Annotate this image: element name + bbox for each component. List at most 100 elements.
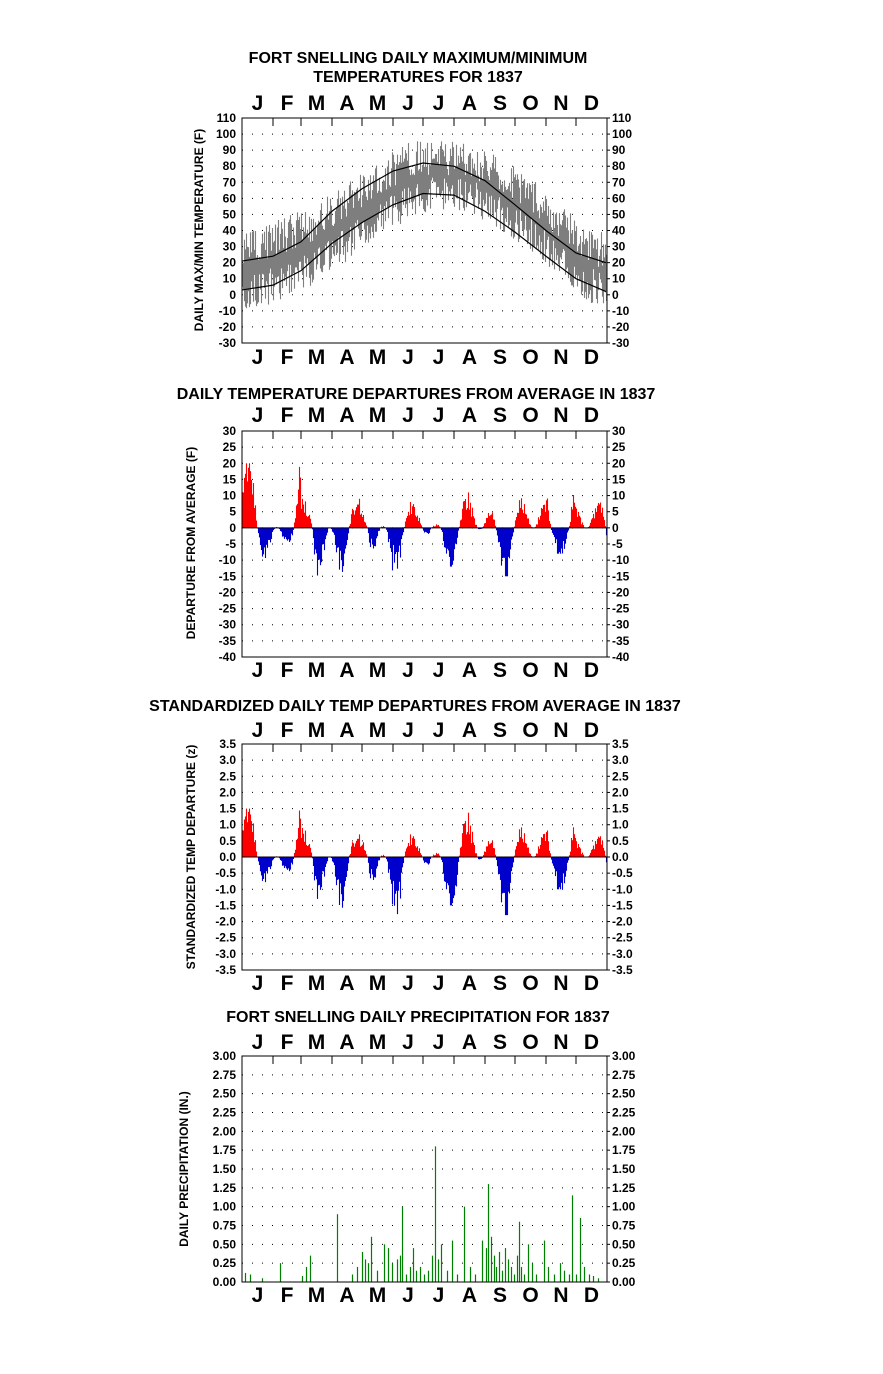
y-tick-label-right: 3.5 — [612, 737, 629, 751]
y-tick-label-right: 2.00 — [612, 1124, 636, 1138]
y-tick-label-left: 110 — [217, 111, 237, 125]
chart3-title: STANDARDIZED DAILY TEMP DEPARTURES FROM … — [149, 698, 681, 715]
y-tick-label-right: -20 — [612, 320, 630, 334]
y-tick-label-right: 2.75 — [612, 1068, 636, 1082]
month-label-bottom: S — [493, 659, 507, 682]
month-label-bottom: O — [522, 1284, 538, 1307]
month-label-top: N — [553, 404, 568, 427]
month-label-top: J — [402, 719, 414, 742]
month-label-bottom: N — [553, 346, 568, 369]
y-tick-label-left: 10 — [223, 272, 237, 286]
y-tick-label-right: 0 — [612, 288, 619, 302]
month-label-bottom: M — [369, 659, 387, 682]
month-label-top: J — [252, 719, 264, 742]
month-label-bottom: M — [308, 972, 326, 995]
month-label-bottom: A — [462, 346, 477, 369]
y-tick-label-left: 3.5 — [219, 737, 236, 751]
month-label-top: A — [339, 719, 354, 742]
month-label-top: M — [369, 92, 387, 115]
y-tick-label-left: 2.0 — [219, 785, 236, 799]
y-tick-label-right: -3.0 — [612, 947, 633, 961]
month-label-top: J — [433, 92, 445, 115]
month-label-top: O — [522, 92, 538, 115]
normal-min-line — [241, 192, 607, 293]
chart4-daily-precipitation: 3.00 3.00 2.75 2.75 2.50 2.50 2.25 2.25 2.00 2.00… — [213, 1031, 636, 1307]
month-label-top: M — [369, 404, 387, 427]
y-tick-label-right: 25 — [612, 440, 626, 454]
normal-max-line — [241, 162, 607, 264]
y-tick-label-left: 30 — [223, 424, 237, 438]
y-tick-label-right: 70 — [612, 175, 626, 189]
y-tick-label-right: -2.5 — [612, 931, 633, 945]
month-label-bottom: A — [339, 659, 354, 682]
y-tick-label-left: 1.00 — [213, 1200, 237, 1214]
y-tick-label-left: 10 — [223, 489, 237, 503]
y-tick-label-left: 100 — [216, 127, 236, 141]
month-label-top: S — [493, 1031, 507, 1054]
month-label-top: J — [433, 404, 445, 427]
y-tick-label-right: -0.5 — [612, 866, 633, 880]
y-tick-label-right: 0.5 — [612, 834, 629, 848]
y-tick-label-left: 40 — [223, 224, 237, 238]
y-tick-label-left: 2.25 — [213, 1106, 237, 1120]
y-tick-label-right: 0 — [612, 521, 619, 535]
plot-border — [241, 1055, 608, 1283]
month-label-bottom: M — [369, 972, 387, 995]
y-tick-label-right: -1.5 — [612, 898, 633, 912]
y-tick-label-left: -30 — [219, 618, 237, 632]
y-tick-label-right: 1.00 — [612, 1200, 636, 1214]
chart2-title: DAILY TEMPERATURE DEPARTURES FROM AVERAG… — [177, 386, 656, 403]
y-tick-label-right: -30 — [612, 618, 630, 632]
y-tick-label-right: 1.75 — [612, 1143, 636, 1157]
month-label-bottom: F — [281, 346, 294, 369]
y-tick-label-left: 5 — [229, 505, 236, 519]
month-label-top: D — [584, 1031, 599, 1054]
y-tick-label-right: -3.5 — [612, 963, 633, 977]
plot-border — [241, 117, 608, 344]
y-tick-label-left: -40 — [219, 650, 237, 664]
y-tick-label-left: 0 — [229, 521, 236, 535]
month-label-top: J — [252, 404, 264, 427]
month-label-top: J — [402, 92, 414, 115]
y-tick-label-right: -30 — [612, 336, 630, 350]
y-tick-label-right: 0.25 — [612, 1256, 636, 1270]
month-label-top: N — [553, 92, 568, 115]
y-tick-label-right: 110 — [612, 111, 632, 125]
month-label-top: A — [462, 92, 477, 115]
y-tick-label-right: 1.50 — [612, 1162, 636, 1176]
month-label-top: M — [369, 719, 387, 742]
month-label-bottom: J — [402, 1284, 414, 1307]
month-label-top: F — [281, 92, 294, 115]
month-label-top: F — [281, 1031, 294, 1054]
y-tick-label-right: 10 — [612, 489, 626, 503]
y-tick-label-left: -2.0 — [215, 915, 236, 929]
y-tick-label-left: 3.00 — [213, 1049, 237, 1063]
y-tick-label-right: 5 — [612, 505, 619, 519]
month-label-top: M — [308, 1031, 326, 1054]
month-label-bottom: A — [462, 1284, 477, 1307]
month-label-bottom: A — [339, 1284, 354, 1307]
month-label-top: M — [308, 92, 326, 115]
month-label-bottom: D — [584, 972, 599, 995]
month-label-bottom: J — [252, 1284, 264, 1307]
month-label-top: A — [462, 404, 477, 427]
y-tick-label-right: 1.25 — [612, 1181, 636, 1195]
y-tick-label-left: 0.50 — [213, 1237, 237, 1251]
month-label-bottom: A — [462, 972, 477, 995]
y-tick-label-right: 2.50 — [612, 1087, 636, 1101]
y-tick-label-left: 1.25 — [213, 1181, 237, 1195]
month-label-bottom: J — [252, 346, 264, 369]
y-tick-label-left: 15 — [223, 472, 237, 486]
y-tick-label-right: 1.0 — [612, 818, 629, 832]
month-label-top: M — [308, 404, 326, 427]
y-tick-label-right: 20 — [612, 456, 626, 470]
month-label-bottom: M — [308, 659, 326, 682]
y-tick-label-left: 1.75 — [213, 1143, 237, 1157]
y-tick-label-left: 20 — [223, 456, 237, 470]
y-tick-label-left: -10 — [219, 553, 237, 567]
month-label-bottom: N — [553, 972, 568, 995]
month-label-top: D — [584, 404, 599, 427]
